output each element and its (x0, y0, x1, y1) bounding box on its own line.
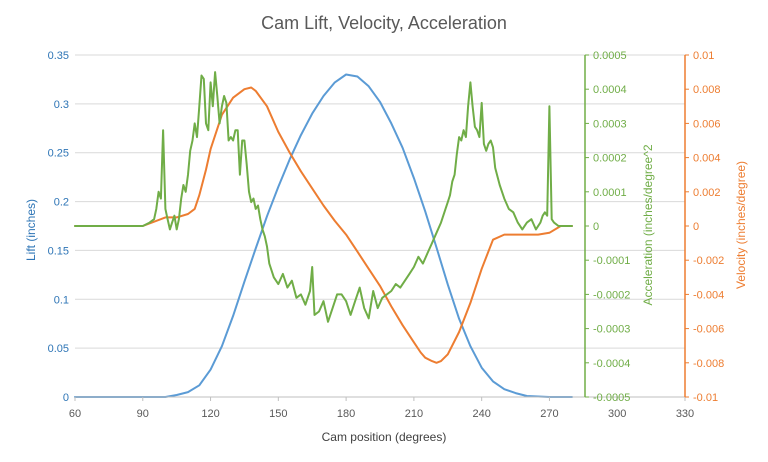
acceleration-tick-label: 0.0001 (593, 187, 627, 199)
velocity-tick-label: -0.002 (693, 255, 724, 267)
lift-tick-label: 0 (63, 392, 69, 404)
x-tick-label: 90 (137, 408, 149, 420)
lift-tick-label: 0.3 (54, 99, 69, 111)
acceleration-tick-label: 0.0003 (593, 118, 627, 130)
lift-tick-label: 0.2 (54, 197, 69, 209)
acceleration-series-line (74, 71, 573, 323)
axes-layer: 0 0.05 0.1 0.15 0.2 0.25 0.3 0.35 60 90 120 150 180 2… (48, 50, 725, 420)
x-tick-label: 240 (472, 408, 490, 420)
velocity-tick-label: -0.004 (693, 289, 724, 301)
velocity-series-line (74, 86, 573, 364)
acceleration-axis-title: Acceleration (inches/degree^2 (641, 144, 655, 305)
velocity-tick-label: 0.008 (693, 84, 721, 96)
acceleration-tick-label: -0.0002 (593, 289, 630, 301)
velocity-tick-label: 0 (693, 221, 699, 233)
series-layer (74, 71, 573, 398)
x-tick-label: 150 (269, 408, 287, 420)
acceleration-tick-label: 0 (593, 221, 599, 233)
x-tick-label: 300 (608, 408, 626, 420)
acceleration-tick-label: -0.0001 (593, 255, 630, 267)
acceleration-tick-label: -0.0005 (593, 392, 630, 404)
lift-tick-label: 0.15 (48, 245, 69, 257)
x-tick-label: 60 (69, 408, 81, 420)
x-tick-label: 180 (337, 408, 355, 420)
x-axis-title: Cam position (degrees) (322, 430, 447, 444)
x-tick-label: 120 (201, 408, 219, 420)
x-tick-label: 330 (676, 408, 694, 420)
velocity-tick-label: -0.008 (693, 358, 724, 370)
lift-tick-label: 0.05 (48, 343, 69, 355)
acceleration-tick-label: 0.0005 (593, 50, 627, 62)
lift-tick-label: 0.25 (48, 148, 69, 160)
lift-series-line (74, 73, 573, 398)
velocity-tick-label: -0.01 (693, 392, 718, 404)
acceleration-tick-label: 0.0002 (593, 153, 627, 165)
x-tick-label: 210 (405, 408, 423, 420)
velocity-axis-title: Velocity (inches/degree) (734, 161, 748, 289)
acceleration-tick-label: -0.0003 (593, 324, 630, 336)
velocity-tick-label: 0.006 (693, 118, 721, 130)
lift-tick-label: 0.1 (54, 294, 69, 306)
velocity-tick-label: 0.01 (693, 50, 714, 62)
velocity-tick-label: -0.006 (693, 324, 724, 336)
acceleration-tick-label: -0.0004 (593, 358, 630, 370)
lift-axis-title: Lift (inches) (24, 199, 38, 261)
lift-tick-label: 0.35 (48, 50, 69, 62)
x-tick-label: 270 (540, 408, 558, 420)
acceleration-tick-label: 0.0004 (593, 84, 627, 96)
velocity-tick-label: 0.002 (693, 187, 721, 199)
velocity-tick-label: 0.004 (693, 153, 721, 165)
chart-title: Cam Lift, Velocity, Acceleration (261, 13, 507, 33)
